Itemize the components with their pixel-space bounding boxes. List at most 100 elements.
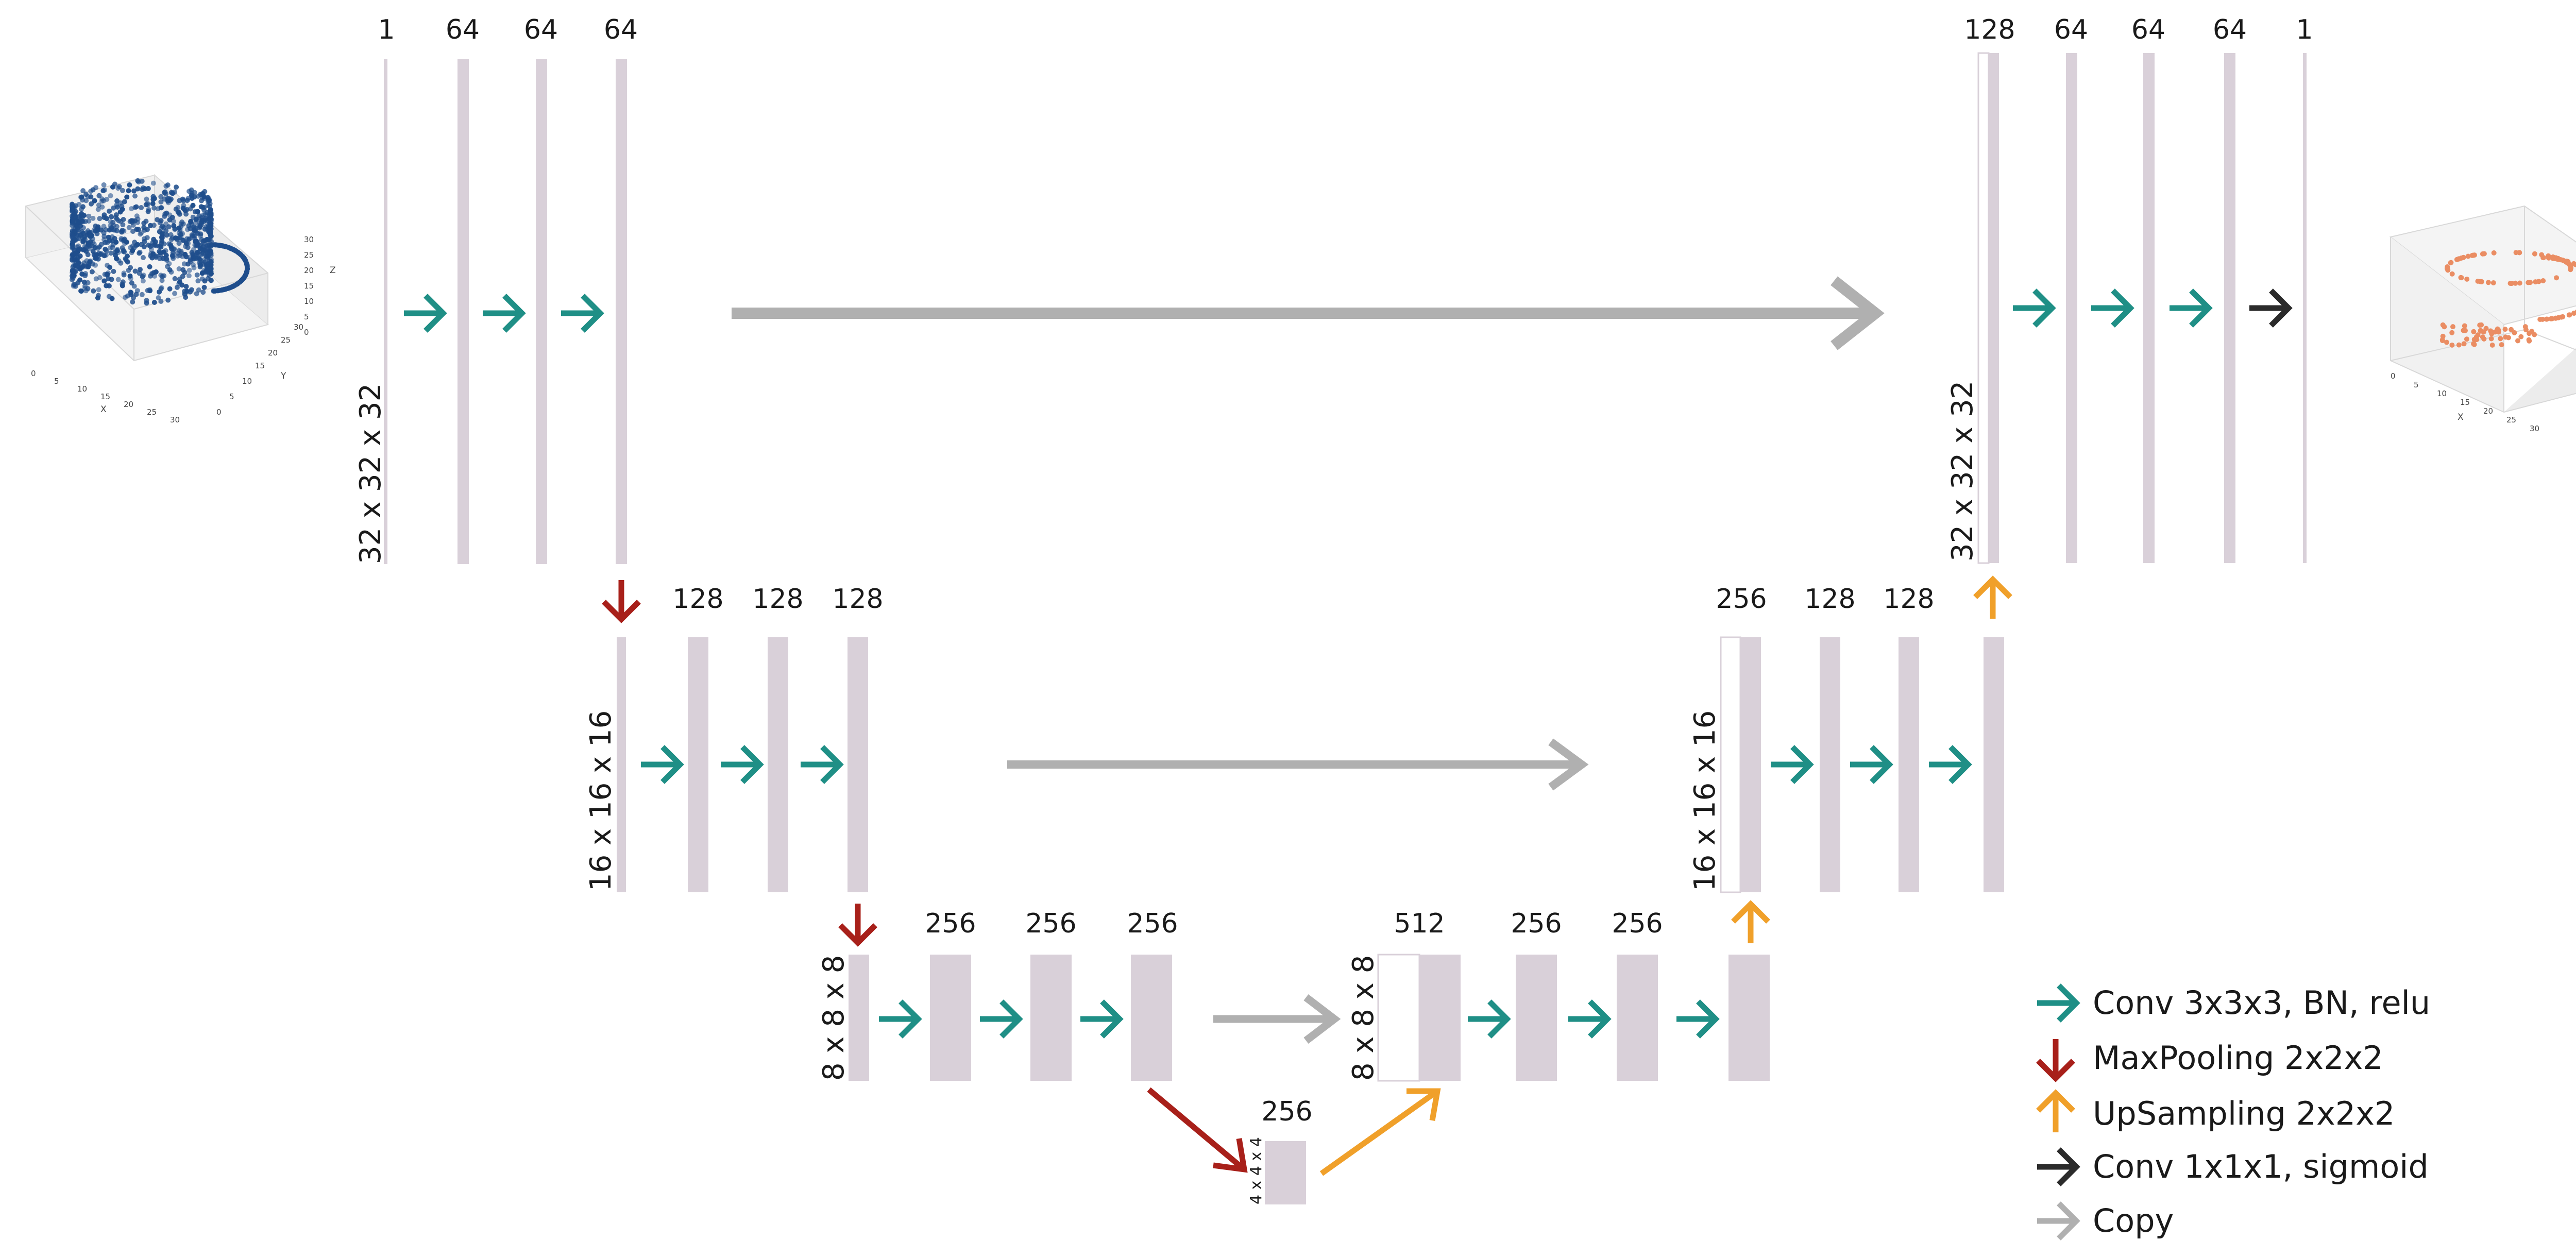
data-point: [128, 290, 134, 295]
data-point: [70, 217, 75, 223]
data-point: [78, 288, 83, 294]
data-point: [86, 213, 92, 219]
conv-arrow-icon: [1850, 747, 1889, 782]
data-point: [2471, 329, 2477, 334]
conv-arrow-icon: [2091, 291, 2130, 326]
concat-copy-bar: [1977, 52, 1990, 564]
data-point: [2560, 314, 2566, 319]
channel-count-label: 64: [446, 14, 480, 45]
output-x-tick: 5: [2414, 380, 2419, 389]
legend-label: UpSampling 2x2x2: [2093, 1095, 2395, 1132]
data-point: [208, 278, 214, 283]
input-z-tick: 25: [304, 250, 314, 260]
concat-copy-bar: [1720, 636, 1741, 893]
conv-arrow-icon: [2013, 291, 2052, 326]
input-x-tick: 5: [54, 377, 59, 386]
data-point: [93, 262, 98, 268]
dimension-label: 8 x 8 x 8: [1347, 955, 1380, 1081]
data-point: [2518, 334, 2524, 339]
data-point: [2469, 252, 2475, 258]
input-z-tick: 30: [304, 235, 314, 244]
data-point: [127, 273, 133, 279]
upsample-arrowhead: [1406, 1088, 1441, 1121]
data-point: [170, 235, 175, 241]
data-point: [176, 266, 182, 271]
data-point: [182, 270, 188, 275]
encoder-level-1: 1 64 64 64 32 x 32 x 32: [354, 14, 639, 619]
output-plot-ticks: 0 5 10 15 20 25 30 X 0 5 10 15 20 25 30 …: [2391, 371, 2539, 433]
data-point: [108, 193, 113, 198]
data-point: [195, 230, 200, 236]
data-point: [2517, 280, 2522, 286]
data-point: [2461, 341, 2467, 347]
data-point: [73, 223, 78, 229]
maxpool-arrow-icon: [840, 904, 875, 943]
feature-map-bar: [1131, 955, 1172, 1081]
dimension-label: 4 x 4 x 4: [1247, 1137, 1265, 1204]
data-point: [95, 293, 101, 298]
data-point: [129, 250, 134, 256]
feature-map-bar: [1899, 637, 1919, 892]
data-point: [197, 246, 203, 251]
data-point: [166, 241, 172, 247]
data-point: [189, 287, 194, 293]
data-point: [2471, 342, 2477, 347]
data-point: [108, 219, 113, 225]
data-point: [2502, 327, 2508, 332]
data-point: [2448, 260, 2454, 265]
channel-count-label: 64: [524, 14, 558, 45]
data-point: [70, 213, 75, 219]
data-point: [140, 278, 146, 284]
data-point: [157, 249, 162, 254]
data-point: [171, 218, 176, 224]
input-x-tick: 10: [77, 384, 87, 394]
data-point: [163, 248, 168, 253]
data-point: [148, 247, 154, 252]
data-point: [2561, 258, 2567, 263]
data-point: [2512, 330, 2517, 335]
data-point: [101, 198, 107, 203]
data-point: [2513, 280, 2518, 286]
data-point: [207, 197, 212, 203]
input-y-tick: 15: [255, 361, 265, 370]
data-point: [128, 265, 133, 270]
data-point: [158, 205, 164, 211]
data-point: [142, 239, 147, 244]
data-point: [143, 218, 149, 224]
data-point: [141, 244, 147, 249]
data-point: [191, 224, 197, 230]
data-point: [2539, 252, 2545, 258]
data-point: [2498, 336, 2503, 342]
data-point: [124, 194, 130, 200]
data-point: [101, 182, 107, 188]
copy-arrow-level-1: [732, 276, 1885, 350]
data-point: [131, 245, 137, 250]
data-point: [165, 264, 170, 269]
data-point: [78, 213, 84, 218]
feature-map-bar: [848, 637, 868, 892]
data-point: [163, 191, 168, 197]
data-point: [199, 216, 205, 222]
data-point: [97, 216, 103, 222]
data-point: [89, 269, 95, 275]
data-point: [195, 209, 200, 214]
data-point: [2456, 342, 2462, 348]
data-point: [172, 276, 178, 281]
data-point: [107, 265, 113, 270]
data-point: [101, 224, 107, 229]
input-points: [70, 178, 250, 306]
data-point: [80, 225, 86, 230]
data-point: [168, 269, 174, 275]
feature-map-bar: [930, 955, 971, 1081]
data-point: [176, 226, 182, 231]
data-point: [133, 292, 139, 297]
data-point: [2509, 327, 2514, 332]
data-point: [79, 229, 85, 234]
conv-arrow-icon: [1929, 747, 1968, 782]
feature-map-bar: [1030, 955, 1072, 1081]
data-point: [2571, 311, 2576, 316]
data-point: [103, 240, 108, 245]
conv-arrow-icon: [1468, 1001, 1507, 1037]
data-point: [142, 227, 147, 233]
data-point: [197, 224, 203, 229]
